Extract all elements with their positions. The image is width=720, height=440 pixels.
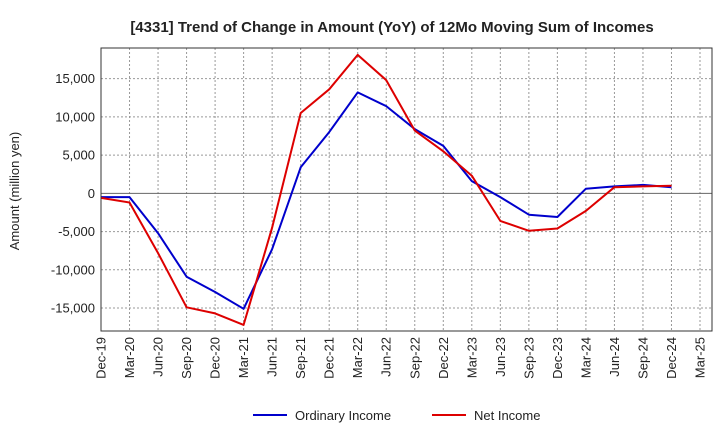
- y-tick-label: -10,000: [51, 262, 95, 277]
- plot-frame: [100, 47, 713, 332]
- x-tick-labels: Dec-19 Mar-20 Jun-20 Sep-20 Dec-20 Mar-21 Jun-…: [94, 337, 708, 379]
- series-line-net-income: [100, 53, 672, 326]
- x-tick-label: Dec-19: [94, 337, 109, 379]
- y-tick-label: 10,000: [55, 109, 95, 124]
- x-tick-label: Mar-22: [350, 337, 365, 378]
- x-tick-label: Dec-21: [322, 337, 337, 379]
- x-tick-label: Sep-20: [179, 337, 194, 379]
- x-tick-label: Dec-22: [436, 337, 451, 379]
- series-line-ordinary-income: [101, 91, 672, 310]
- x-tick-label: Jun-22: [379, 337, 394, 377]
- x-tick-label: Mar-21: [236, 337, 251, 378]
- legend-label: Net Income: [474, 408, 540, 423]
- x-tick-label: Sep-21: [293, 337, 308, 379]
- x-tick-label: Dec-24: [664, 337, 679, 379]
- x-tick-label: Jun-20: [151, 337, 166, 377]
- y-tick-label: 15,000: [55, 71, 95, 86]
- y-tick-labels: -15,000 -10,000 -5,000 0 5,000 10,000 15,000: [51, 71, 95, 315]
- y-tick-label: 0: [88, 186, 95, 201]
- legend-label: Ordinary Income: [295, 408, 391, 423]
- x-tick-label: Sep-23: [521, 337, 536, 379]
- y-tick-label: 5,000: [62, 148, 95, 163]
- chart-title: [4331] Trend of Change in Amount (YoY) o…: [130, 19, 653, 36]
- x-tick-label: Sep-22: [407, 337, 422, 379]
- legend: Ordinary Income Net Income: [253, 408, 540, 423]
- x-tick-label: Mar-20: [122, 337, 137, 378]
- x-tick-label: Sep-24: [635, 337, 650, 379]
- x-tick-label: Dec-23: [550, 337, 565, 379]
- x-tick-label: Jun-24: [607, 337, 622, 377]
- x-tick-label: Mar-24: [578, 337, 593, 378]
- x-tick-label: Jun-23: [493, 337, 508, 377]
- x-tick-label: Mar-25: [693, 337, 708, 378]
- series-lines: [100, 53, 672, 326]
- x-tick-label: Mar-23: [464, 337, 479, 378]
- x-tick-label: Dec-20: [208, 337, 223, 379]
- y-tick-label: -5,000: [58, 224, 95, 239]
- grid: [100, 48, 712, 331]
- y-tick-label: -15,000: [51, 301, 95, 316]
- x-tick-label: Jun-21: [265, 337, 280, 377]
- y-axis-label: Amount (million yen): [7, 132, 22, 251]
